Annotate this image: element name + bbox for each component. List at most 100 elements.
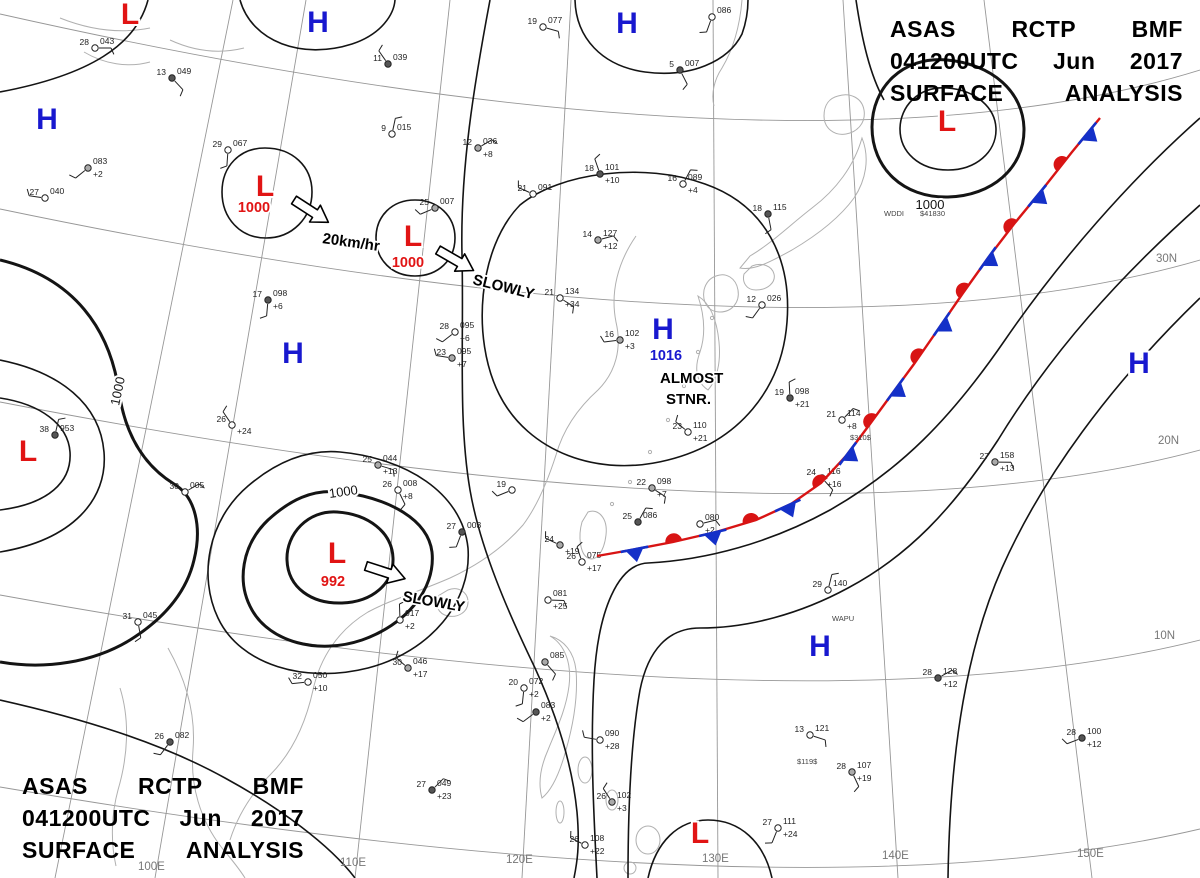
low-pressure-symbol: L [19, 435, 37, 468]
station-pressure: 098 [795, 386, 809, 396]
station-temperature: 19 [775, 387, 785, 397]
station-extra: +7 [457, 359, 467, 369]
coast-kyushu [703, 274, 739, 313]
chart-title-top-right: ASAS RCTP BMF 041200UTC Jun 2017 SURFACE ANAL… [890, 13, 1183, 109]
wind-barb-feather [58, 417, 66, 420]
wind-barb-feather [516, 717, 524, 723]
station-temperature: 27 [980, 451, 990, 461]
title-line-2: 041200UTC Jun 2017 [22, 805, 304, 831]
wind-barb-feather [645, 507, 653, 510]
movement-arrow [290, 195, 330, 224]
wind-barb [455, 535, 462, 548]
station-extra: +6 [273, 301, 283, 311]
station-temperature: 22 [637, 477, 647, 487]
station-circle [396, 616, 404, 624]
wind-barb [570, 837, 582, 844]
isobar-bold-1000-tr [870, 58, 1026, 199]
ryukyu-island [627, 479, 633, 485]
low-pressure-symbol: L [938, 105, 956, 138]
cold-front-symbol [774, 498, 801, 518]
wind-barb [226, 153, 229, 166]
movement-arrow [363, 560, 406, 585]
high-pressure-symbol: H [36, 103, 58, 136]
wind-barb [703, 519, 716, 524]
station-plot: 19 [491, 479, 516, 497]
station-plot: 38 953 [40, 417, 74, 439]
station-plot: 26 108 +22 [570, 830, 605, 856]
station-circle [608, 798, 616, 806]
wind-barb [684, 169, 691, 181]
isobar-closed-low-2 [375, 199, 456, 277]
station-circle [596, 170, 604, 178]
longitude-label: 140E [882, 850, 909, 862]
meridian-95e [54, 0, 234, 878]
station-temperature: 29 [213, 139, 223, 149]
station-plot: 25 086 [623, 507, 657, 526]
station-temperature: 28 [837, 761, 847, 771]
center-pressure-value: 992 [321, 574, 345, 590]
station-pressure: 098 [273, 288, 287, 298]
station-temperature: 17 [253, 289, 263, 299]
wind-barb [584, 736, 597, 740]
station-extra: +13 [383, 466, 398, 476]
misc-station-label: WDDI [884, 209, 904, 218]
station-plot: 22 098 +7 [637, 476, 671, 504]
station-circle [848, 768, 856, 776]
isobar-left-low-outer [0, 359, 106, 553]
station-plot: 26 082 [153, 730, 189, 756]
station-plot: 20 072 +2 [509, 676, 543, 707]
station-pressure: 140 [833, 578, 847, 588]
station-temperature: 26 [383, 479, 393, 489]
isobar-bold-1000-west [0, 258, 199, 667]
meridian-130e [712, 0, 719, 878]
station-pressure: 086 [643, 510, 657, 520]
wind-barb [188, 483, 200, 491]
station-pressure: 083 [541, 700, 555, 710]
title-line-3: SURFACE ANALYSIS [22, 837, 304, 863]
wind-barb-feather [715, 519, 721, 526]
station-plot: 085 [541, 650, 564, 681]
station-circle [696, 520, 704, 528]
latitude-label: 30N [1156, 253, 1177, 265]
station-pressure: 003 [467, 520, 481, 530]
wind-barb-feather [153, 752, 161, 756]
ryukyu-island [695, 349, 701, 355]
station-pressure: 080 [705, 512, 719, 522]
station-circle [991, 458, 999, 466]
title-line-1: ASAS RCTP BMF [22, 773, 304, 799]
wind-barb-feather [110, 47, 115, 55]
station-plot: 17 098 +6 [253, 288, 287, 319]
isobar-value-label: 1000 [916, 197, 945, 212]
station-temperature: 25 [363, 454, 373, 464]
station-circle [684, 428, 692, 436]
station-pressure: 953 [60, 423, 74, 433]
station-extra: +2 [529, 689, 539, 699]
station-pressure: 095 [457, 346, 471, 356]
wind-barb [752, 307, 761, 319]
wind-barb-feather [378, 44, 383, 52]
station-temperature: 20 [509, 677, 519, 687]
station-plot: 13 049 [157, 66, 191, 97]
station-plot: 27 003 [447, 520, 481, 548]
station-circle [508, 486, 516, 494]
wind-barb-feather [259, 315, 267, 319]
station-temperature: 24 [545, 534, 555, 544]
isobar-tr-arm [855, 0, 885, 101]
isobar [239, 0, 396, 51]
station-extra: +12 [943, 679, 958, 689]
coast-visayas-2 [605, 789, 619, 811]
movement-arrow-layer [290, 195, 475, 585]
wind-barb-feather [198, 483, 205, 489]
wind-barb [496, 491, 509, 497]
station-pressure: 086 [717, 5, 731, 15]
ryukyu-island [665, 417, 671, 423]
coast-siberia-1 [59, 17, 151, 32]
station-plot: 21 134 +34 [545, 286, 580, 314]
title-line-2: 041200UTC Jun 2017 [890, 48, 1183, 74]
ryukyu-island [709, 315, 715, 321]
station-pressure: 007 [685, 58, 699, 68]
station-pressure: 110 [693, 420, 707, 430]
station-extra: +10 [605, 175, 620, 185]
isobar-sw [0, 699, 356, 878]
station-circle [448, 354, 456, 362]
